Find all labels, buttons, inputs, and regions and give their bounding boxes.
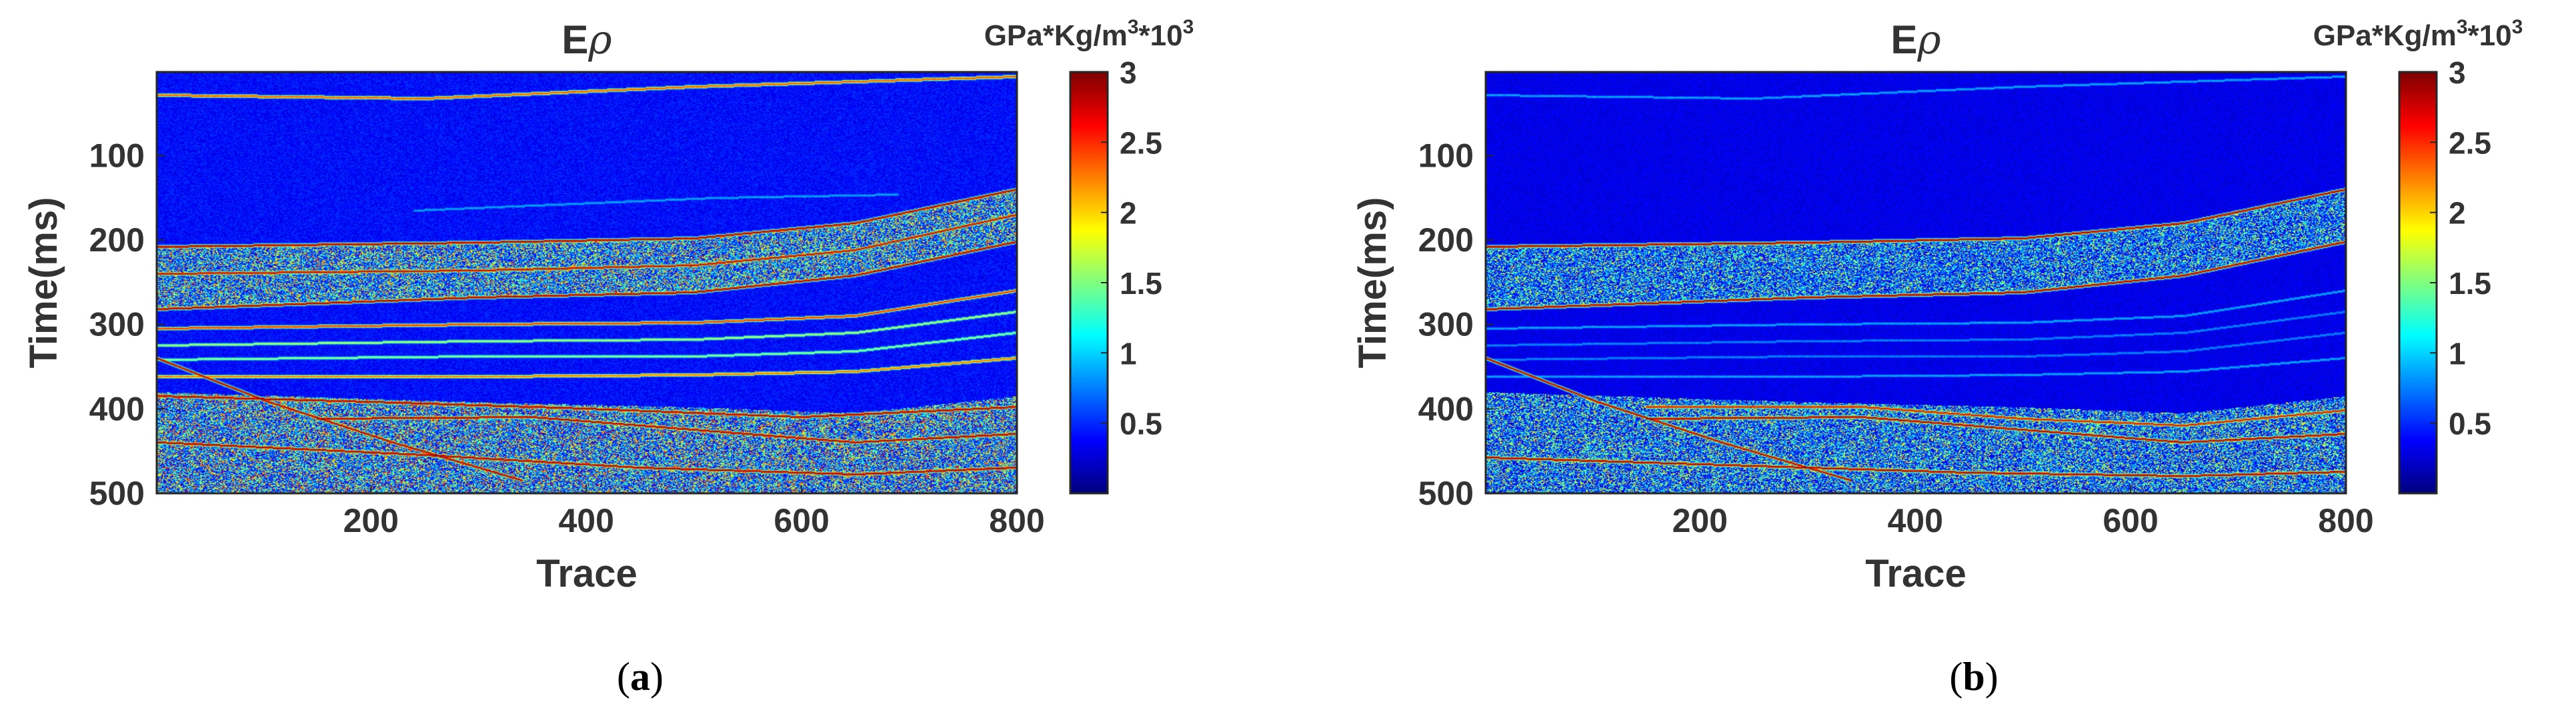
y-axis-label: Time(ms) [1351, 197, 1394, 369]
colorbar-tick-label: 0.5 [1120, 407, 1162, 441]
panel-caption: (b) [1949, 655, 1998, 699]
colorbar-label-mid: *10 [2468, 19, 2512, 52]
y-tick-label: 200 [89, 221, 145, 259]
colorbar-tick-label: 1.5 [2449, 266, 2491, 301]
y-tick-label: 500 [1418, 475, 1474, 512]
x-tick-label: 400 [1887, 502, 1943, 539]
title-main: E [1890, 17, 1917, 62]
x-tick-label: 600 [2103, 502, 2158, 539]
colorbar-label: GPa*Kg/m3*103 [984, 16, 1194, 52]
colorbar-tick-label: 2 [2449, 196, 2466, 231]
panel-caption: (a) [617, 655, 664, 699]
colorbar-tick-label: 2.5 [2449, 125, 2491, 160]
colorbar-tick-label: 1.5 [1120, 266, 1162, 301]
colorbar-label: GPa*Kg/m3*103 [2313, 16, 2523, 52]
y-tick-label: 400 [89, 390, 145, 427]
panel-caption-letter: b [1963, 655, 1985, 699]
x-axis-label: Trace [1865, 552, 1967, 595]
heatmap-image [157, 72, 1017, 493]
colorbar-tick-label: 2 [1120, 196, 1137, 231]
colorbar-tick-label: 3 [1120, 55, 1137, 90]
chart-panel-a: 200 400 600 800 100 200 300 400 500 Trace Time(ms)… [22, 16, 1194, 699]
x-tick-label: 600 [774, 502, 829, 539]
colorbar-tick-label: 1 [2449, 336, 2466, 371]
colorbar-label-prefix: GPa*Kg/m [984, 19, 1128, 52]
y-tick-label: 300 [89, 306, 145, 343]
y-tick-label: 200 [1418, 221, 1474, 259]
colorbar-label-sup2: 3 [2512, 16, 2523, 38]
x-tick-label: 400 [558, 502, 613, 539]
chart-panel-b: 200 400 600 800 100 200 300 400 500 Trace Time(ms)… [1351, 16, 2523, 699]
x-tick-label: 200 [343, 502, 399, 539]
y-tick-label: 100 [89, 137, 145, 174]
colorbar-label-sup1: 3 [2457, 16, 2468, 38]
chart-title: Eρ [1890, 17, 1941, 63]
panel-caption-close: ) [1985, 655, 1999, 699]
colorbar-label-sup2: 3 [1183, 16, 1194, 38]
colorbar-tick-label: 1 [1120, 336, 1137, 371]
panel-caption-close: ) [650, 655, 664, 699]
y-tick-label: 100 [1418, 137, 1474, 174]
colorbar-tick-label: 0.5 [2449, 407, 2491, 441]
panel-caption-open: ( [617, 655, 630, 699]
y-axis-label: Time(ms) [22, 197, 65, 369]
chart-title: Eρ [561, 17, 611, 63]
colorbar-label-mid: *10 [1139, 19, 1183, 52]
y-tick-label: 400 [1418, 390, 1474, 427]
x-tick-label: 800 [989, 502, 1044, 539]
x-axis-label: Trace [536, 552, 637, 595]
heatmap-image [1486, 72, 2346, 493]
title-main: E [561, 17, 588, 62]
title-symbol: ρ [1916, 17, 1941, 63]
panel-caption-letter: a [630, 655, 650, 699]
y-tick-label: 300 [1418, 306, 1474, 343]
colorbar-label-sup1: 3 [1128, 16, 1139, 38]
colorbar-tick-label: 2.5 [1120, 125, 1162, 160]
y-tick-label: 500 [89, 475, 145, 512]
x-tick-label: 200 [1672, 502, 1728, 539]
title-symbol: ρ [587, 17, 611, 63]
panel-caption-open: ( [1949, 655, 1963, 699]
colorbar-label-prefix: GPa*Kg/m [2313, 19, 2457, 52]
colorbar-tick-label: 3 [2449, 55, 2466, 90]
x-tick-label: 800 [2318, 502, 2373, 539]
